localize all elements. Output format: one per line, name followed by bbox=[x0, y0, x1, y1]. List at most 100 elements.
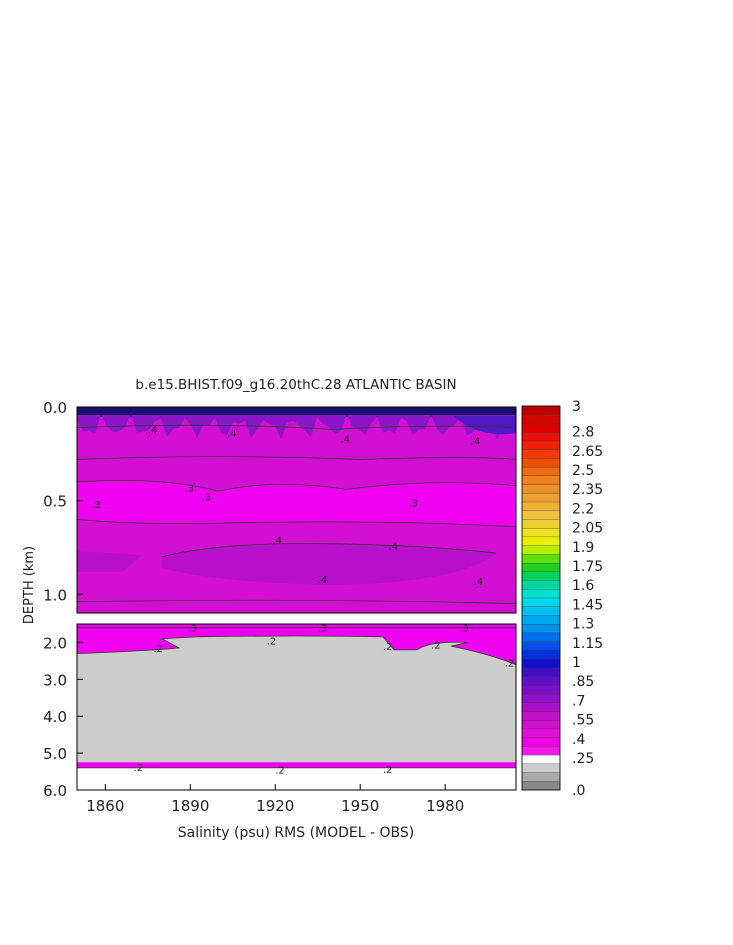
colorbar-swatch bbox=[521, 510, 561, 520]
lower-magenta-band bbox=[77, 624, 516, 665]
colorbar-swatch bbox=[521, 763, 561, 773]
magenta-band bbox=[77, 480, 516, 527]
colorbar-swatch bbox=[521, 650, 561, 660]
x-tick-label: 1950 bbox=[341, 797, 379, 815]
colorbar-swatch bbox=[521, 685, 561, 695]
colorbar-swatch bbox=[521, 562, 561, 573]
colorbar-swatch bbox=[521, 440, 561, 451]
colorbar-label: 2.65 bbox=[572, 444, 603, 460]
contour-line bbox=[77, 479, 516, 492]
x-tick-label: 1890 bbox=[171, 797, 209, 815]
colorbar-swatch bbox=[521, 667, 561, 677]
colorbar-swatch bbox=[521, 484, 561, 494]
colorbar-labels: 3 2.8 2.65 2.5 2.35 2.2 2.05 1.9 1.75 1.6 1.45 1.3 1… bbox=[572, 399, 603, 799]
contour-label: .3 bbox=[187, 624, 197, 635]
colorbar-swatch bbox=[521, 624, 561, 634]
colorbar-swatch bbox=[521, 405, 561, 416]
colorbar-swatch bbox=[521, 606, 561, 616]
colorbar-swatch bbox=[521, 676, 561, 686]
upper-panel: .4 .4 .4 .4 .3 .3 .3 .3 .4 .4 .4 .4 bbox=[76, 406, 517, 614]
colorbar-label: 1.6 bbox=[572, 578, 594, 594]
y-axis-lower: 2.0 3.0 4.0 5.0 6.0 bbox=[43, 634, 83, 800]
blue-patch bbox=[453, 416, 516, 435]
colorbar-label: .55 bbox=[572, 713, 594, 729]
colorbar-swatch bbox=[521, 571, 561, 581]
y-tick-label: 1.0 bbox=[43, 586, 67, 604]
x-tick-label: 1920 bbox=[256, 797, 294, 815]
colorbar-label: 2.35 bbox=[572, 482, 603, 498]
colorbar-swatch bbox=[521, 528, 561, 538]
colorbar-swatch bbox=[521, 423, 561, 433]
contour-label: .3 bbox=[91, 500, 101, 511]
colorbar-label: .85 bbox=[572, 674, 594, 690]
colorbar-swatch bbox=[521, 728, 561, 739]
bottom-white-band bbox=[77, 767, 516, 790]
colorbar-swatch bbox=[521, 632, 561, 643]
colorbar-label: 1.75 bbox=[572, 559, 603, 575]
contour-label: .2 bbox=[431, 640, 441, 651]
contour-label: .3 bbox=[185, 483, 195, 494]
chart-title: b.e15.BHIST.f09_g16.20thC.28 ATLANTIC BA… bbox=[135, 377, 456, 393]
colorbar-label: .7 bbox=[572, 693, 585, 709]
contour-line bbox=[77, 635, 516, 665]
colorbar-swatch bbox=[521, 545, 561, 555]
y-tick-label: 2.0 bbox=[43, 634, 67, 652]
y-tick-label: 6.0 bbox=[43, 782, 67, 800]
colorbar-swatch bbox=[521, 720, 561, 730]
colorbar-label: 2.2 bbox=[572, 501, 594, 517]
colorbar-swatch bbox=[521, 702, 561, 712]
colorbar-swatch bbox=[521, 580, 561, 590]
x-tick-label: 1980 bbox=[426, 797, 464, 815]
colorbar-swatch bbox=[521, 737, 561, 747]
colorbar-swatch bbox=[521, 754, 561, 765]
colorbar-swatch bbox=[521, 781, 561, 791]
colorbar-swatch bbox=[521, 746, 561, 756]
colorbar-swatch bbox=[521, 458, 561, 468]
y-tick-label: 3.0 bbox=[43, 671, 67, 689]
contour-label: .2 bbox=[153, 644, 163, 655]
colorbar-label: 1.15 bbox=[572, 636, 603, 652]
colorbar-swatch bbox=[521, 432, 561, 442]
contour-label: .4 bbox=[340, 435, 350, 446]
contour-label: .4 bbox=[227, 429, 237, 440]
contour-label: .2 bbox=[505, 659, 515, 670]
colorbar-label: 3 bbox=[572, 399, 581, 415]
contour-label: .2 bbox=[267, 637, 277, 648]
y-axis-upper: 0.0 0.5 1.0 bbox=[43, 399, 83, 604]
y-tick-label: 4.0 bbox=[43, 708, 67, 726]
contour-line bbox=[77, 599, 516, 605]
contour-label: .3 bbox=[202, 493, 212, 504]
contour-label: .2 bbox=[134, 763, 144, 774]
colorbar-swatch bbox=[521, 641, 561, 651]
colorbar-swatch bbox=[521, 711, 561, 721]
colorbar-label: 1.9 bbox=[572, 540, 594, 556]
contour-label: .3 bbox=[318, 624, 328, 635]
contour-label: .4 bbox=[318, 575, 328, 586]
x-tick-label: 1860 bbox=[86, 797, 124, 815]
x-axis-label: Salinity (psu) RMS (MODEL - OBS) bbox=[178, 825, 414, 841]
colorbar-swatch bbox=[521, 772, 561, 782]
colorbar-swatch bbox=[521, 597, 561, 608]
colorbar-frame bbox=[521, 405, 561, 791]
colorbar-swatch bbox=[521, 493, 561, 503]
contour-label: .2 bbox=[275, 766, 285, 777]
y-tick-label: 0.0 bbox=[43, 399, 67, 417]
colorbar-swatch bbox=[521, 519, 561, 529]
surface-band bbox=[77, 407, 516, 417]
upper-field: .4 .4 .4 .4 .3 .3 .3 .3 .4 .4 .4 .4 bbox=[77, 407, 516, 613]
colorbar-swatch bbox=[521, 554, 561, 564]
lower-field: .3 .3 .3 .2 .2 .2 .2 .2 .2 .2 .2 bbox=[77, 624, 516, 790]
y-axis-label: DEPTH (km) bbox=[22, 546, 37, 624]
contour-label: .4 bbox=[272, 536, 282, 547]
upper-purple-zone bbox=[77, 414, 516, 440]
colorbar-label: .0 bbox=[572, 783, 585, 799]
contour-label: .4 bbox=[148, 425, 158, 436]
colorbar-swatch bbox=[521, 475, 561, 485]
colorbar-swatch bbox=[521, 693, 561, 704]
contour-label: .4 bbox=[389, 541, 399, 552]
contour-label: .4 bbox=[471, 436, 481, 447]
contour-line bbox=[77, 424, 516, 430]
colorbar-swatch bbox=[521, 449, 561, 459]
colorbar-swatch bbox=[521, 536, 561, 547]
purple-deep-band bbox=[161, 543, 497, 585]
